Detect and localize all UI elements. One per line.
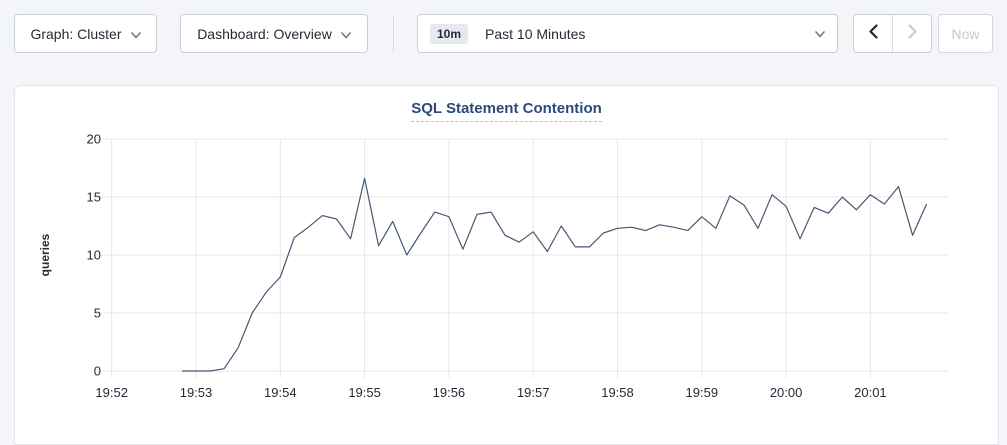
- y-axis-label: queries: [38, 233, 52, 276]
- chevron-down-icon: [341, 26, 351, 42]
- x-tick-label: 19:53: [180, 385, 213, 400]
- chevron-right-icon: [907, 23, 917, 44]
- y-tick-label: 20: [87, 132, 101, 147]
- graph-dropdown-label: Graph: Cluster: [30, 25, 122, 42]
- now-button-label: Now: [951, 25, 980, 42]
- toolbar-divider: [393, 15, 394, 52]
- x-tick-label: 19:54: [264, 385, 297, 400]
- sql-contention-chart[interactable]: 0 5 10 15 20 19:52 19:53 19:54 19:55 19:56 19:57 19…: [15, 86, 1000, 431]
- y-tick-label: 15: [87, 190, 101, 205]
- series-line-queries: [181, 177, 928, 372]
- y-tick-label: 0: [94, 364, 101, 379]
- y-tick-label: 5: [94, 306, 101, 321]
- x-tick-label: 20:00: [770, 385, 803, 400]
- y-tick-label: 10: [87, 248, 101, 263]
- x-tick-label: 19:52: [95, 385, 128, 400]
- time-step-buttons: [853, 14, 932, 53]
- dashboard-dropdown-label: Dashboard: Overview: [197, 25, 332, 42]
- x-tick-label: 19:56: [433, 385, 466, 400]
- time-range-selector[interactable]: 10m Past 10 Minutes: [417, 14, 838, 53]
- time-prev-button[interactable]: [854, 15, 893, 52]
- chart-title-row: SQL Statement Contention: [15, 100, 998, 122]
- time-window-badge: 10m: [430, 23, 469, 44]
- chevron-down-icon: [130, 26, 141, 42]
- chart-card: SQL Statement Contention 0 5 10 15 20 19:52 19…: [14, 85, 999, 445]
- chevron-down-icon: [815, 25, 825, 43]
- chevron-left-icon: [868, 23, 878, 44]
- graph-dropdown[interactable]: Graph: Cluster: [14, 14, 157, 53]
- dashboard-dropdown[interactable]: Dashboard: Overview: [180, 14, 368, 53]
- x-tick-label: 20:01: [854, 385, 887, 400]
- time-next-button: [893, 15, 931, 52]
- x-tick-label: 19:55: [348, 385, 381, 400]
- x-tick-label: 19:59: [686, 385, 719, 400]
- time-window-label: Past 10 Minutes: [485, 25, 586, 42]
- x-tick-label: 19:58: [601, 385, 634, 400]
- chart-title[interactable]: SQL Statement Contention: [411, 100, 602, 122]
- now-button: Now: [938, 14, 993, 53]
- x-tick-label: 19:57: [517, 385, 550, 400]
